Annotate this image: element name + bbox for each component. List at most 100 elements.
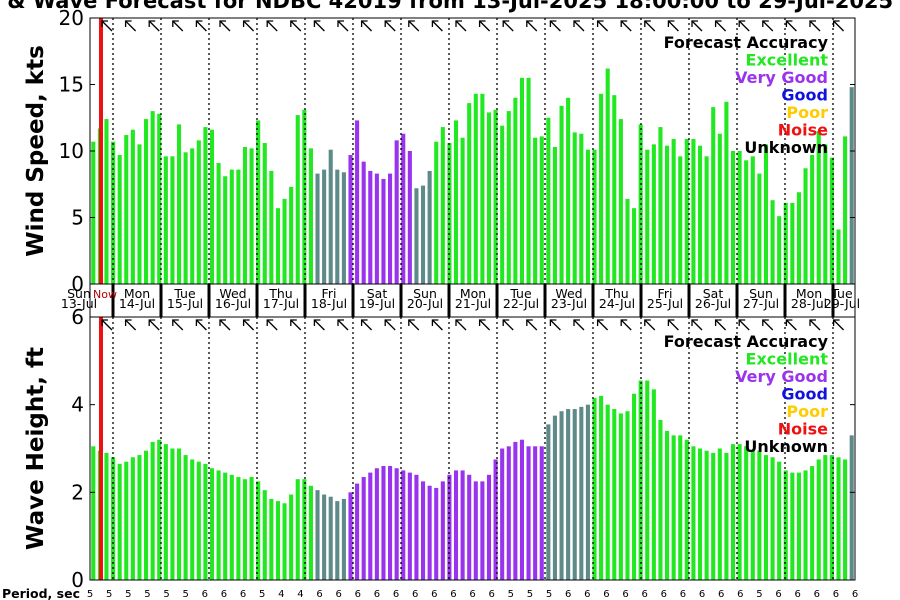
direction-arrow-shaft bbox=[502, 20, 514, 32]
direction-arrow-shaft bbox=[691, 319, 703, 331]
direction-arrow bbox=[242, 319, 255, 331]
direction-arrow bbox=[219, 319, 231, 331]
wind-bar bbox=[414, 188, 419, 284]
direction-arrow-head bbox=[195, 319, 203, 326]
direction-arrow-head bbox=[596, 319, 604, 326]
direction-arrow-head bbox=[620, 20, 628, 27]
wind-bar bbox=[223, 176, 228, 284]
direction-arrow-shaft bbox=[431, 20, 443, 32]
direction-arrow-head bbox=[832, 20, 840, 27]
direction-arrow-shaft bbox=[172, 20, 184, 32]
direction-arrow bbox=[549, 20, 561, 32]
direction-arrow bbox=[242, 20, 255, 32]
wave-bar bbox=[394, 468, 399, 580]
period-value: 5 bbox=[527, 589, 533, 600]
wave-bar bbox=[585, 404, 590, 580]
wave-bar bbox=[381, 466, 386, 580]
direction-arrow-head bbox=[148, 319, 156, 326]
direction-arrow bbox=[408, 20, 420, 32]
wind-bar bbox=[526, 77, 531, 284]
direction-arrow-head bbox=[502, 20, 510, 27]
direction-arrow bbox=[313, 319, 325, 331]
wave-bar bbox=[308, 485, 313, 580]
period-value: 5 bbox=[546, 589, 552, 600]
period-value: 5 bbox=[106, 589, 112, 600]
day-of-week-label: Sun bbox=[413, 286, 437, 301]
direction-arrow-head bbox=[101, 319, 108, 326]
direction-arrow-shaft bbox=[243, 20, 255, 32]
date-label: 22-Jul bbox=[503, 296, 539, 311]
wind-bar bbox=[592, 149, 597, 284]
direction-arrow-head bbox=[313, 20, 321, 27]
direction-arrow bbox=[596, 319, 609, 331]
wind-bar bbox=[500, 125, 505, 284]
wind-bar bbox=[632, 208, 637, 284]
wind-bar bbox=[420, 185, 426, 284]
direction-arrow-shaft bbox=[266, 319, 278, 331]
direction-arrow-shaft bbox=[644, 20, 656, 32]
period-value: 5 bbox=[144, 589, 150, 600]
wave-bar bbox=[341, 498, 346, 580]
wind-bar bbox=[262, 143, 267, 284]
direction-arrow bbox=[478, 319, 491, 331]
now-line bbox=[99, 317, 103, 580]
direction-arrow-head bbox=[691, 20, 698, 27]
wave-bar bbox=[302, 479, 307, 580]
period-value: 6 bbox=[450, 589, 456, 600]
wind-bar bbox=[229, 169, 234, 284]
wind-bar bbox=[506, 111, 511, 284]
wave-bar bbox=[282, 503, 287, 580]
legend-entry-excellent: Excellent bbox=[746, 350, 829, 369]
wave-bar bbox=[658, 420, 663, 580]
wind-bar bbox=[335, 169, 340, 284]
direction-arrow-head bbox=[408, 319, 415, 326]
wave-bar bbox=[223, 472, 228, 580]
wind-bar bbox=[744, 160, 749, 284]
wind-bar bbox=[519, 77, 525, 284]
wave-bar bbox=[480, 481, 485, 581]
date-label: 13-Jul bbox=[61, 296, 97, 311]
wind-bar bbox=[697, 145, 703, 284]
direction-arrow bbox=[526, 20, 538, 32]
wave-bar bbox=[533, 446, 538, 580]
wave-bar bbox=[717, 448, 722, 580]
period-value: 6 bbox=[680, 589, 686, 600]
date-label: 24-Jul bbox=[599, 296, 635, 311]
day-of-week-label: Mon bbox=[124, 286, 150, 301]
direction-arrow-head bbox=[266, 319, 274, 326]
wind-bar bbox=[618, 119, 623, 284]
direction-arrow bbox=[124, 20, 137, 32]
direction-arrow-head bbox=[644, 319, 651, 326]
direction-arrow-head bbox=[101, 20, 108, 27]
direction-arrow bbox=[526, 319, 538, 331]
direction-arrow-head bbox=[832, 319, 840, 326]
direction-arrow-head bbox=[219, 20, 226, 27]
direction-arrow bbox=[832, 20, 845, 32]
direction-arrow bbox=[172, 20, 184, 32]
direction-arrow-shaft bbox=[738, 319, 750, 331]
wave-bar bbox=[170, 448, 175, 580]
wind-bar bbox=[513, 97, 518, 284]
wind-bar bbox=[361, 161, 366, 284]
wave-bar bbox=[355, 483, 360, 580]
period-value: 6 bbox=[737, 589, 743, 600]
wind-bar bbox=[388, 173, 393, 284]
wave-bar bbox=[196, 461, 201, 580]
date-label: 25-Jul bbox=[647, 296, 683, 311]
direction-arrow bbox=[360, 20, 373, 32]
wind-bar bbox=[256, 120, 261, 284]
wave-bar bbox=[810, 466, 815, 580]
wave-bar bbox=[467, 474, 472, 580]
direction-arrow-head bbox=[573, 319, 580, 326]
wave-bar bbox=[183, 455, 188, 580]
wind-bar bbox=[849, 87, 854, 284]
direction-arrow bbox=[573, 319, 585, 331]
wave-bar bbox=[289, 494, 294, 580]
wind-bar bbox=[394, 140, 399, 284]
wind-bar bbox=[816, 131, 821, 284]
wave-bar bbox=[763, 455, 769, 580]
wind-bar bbox=[401, 133, 406, 284]
wave-bar bbox=[440, 481, 445, 581]
wave-bar bbox=[236, 476, 241, 580]
wind-bar bbox=[170, 156, 175, 284]
